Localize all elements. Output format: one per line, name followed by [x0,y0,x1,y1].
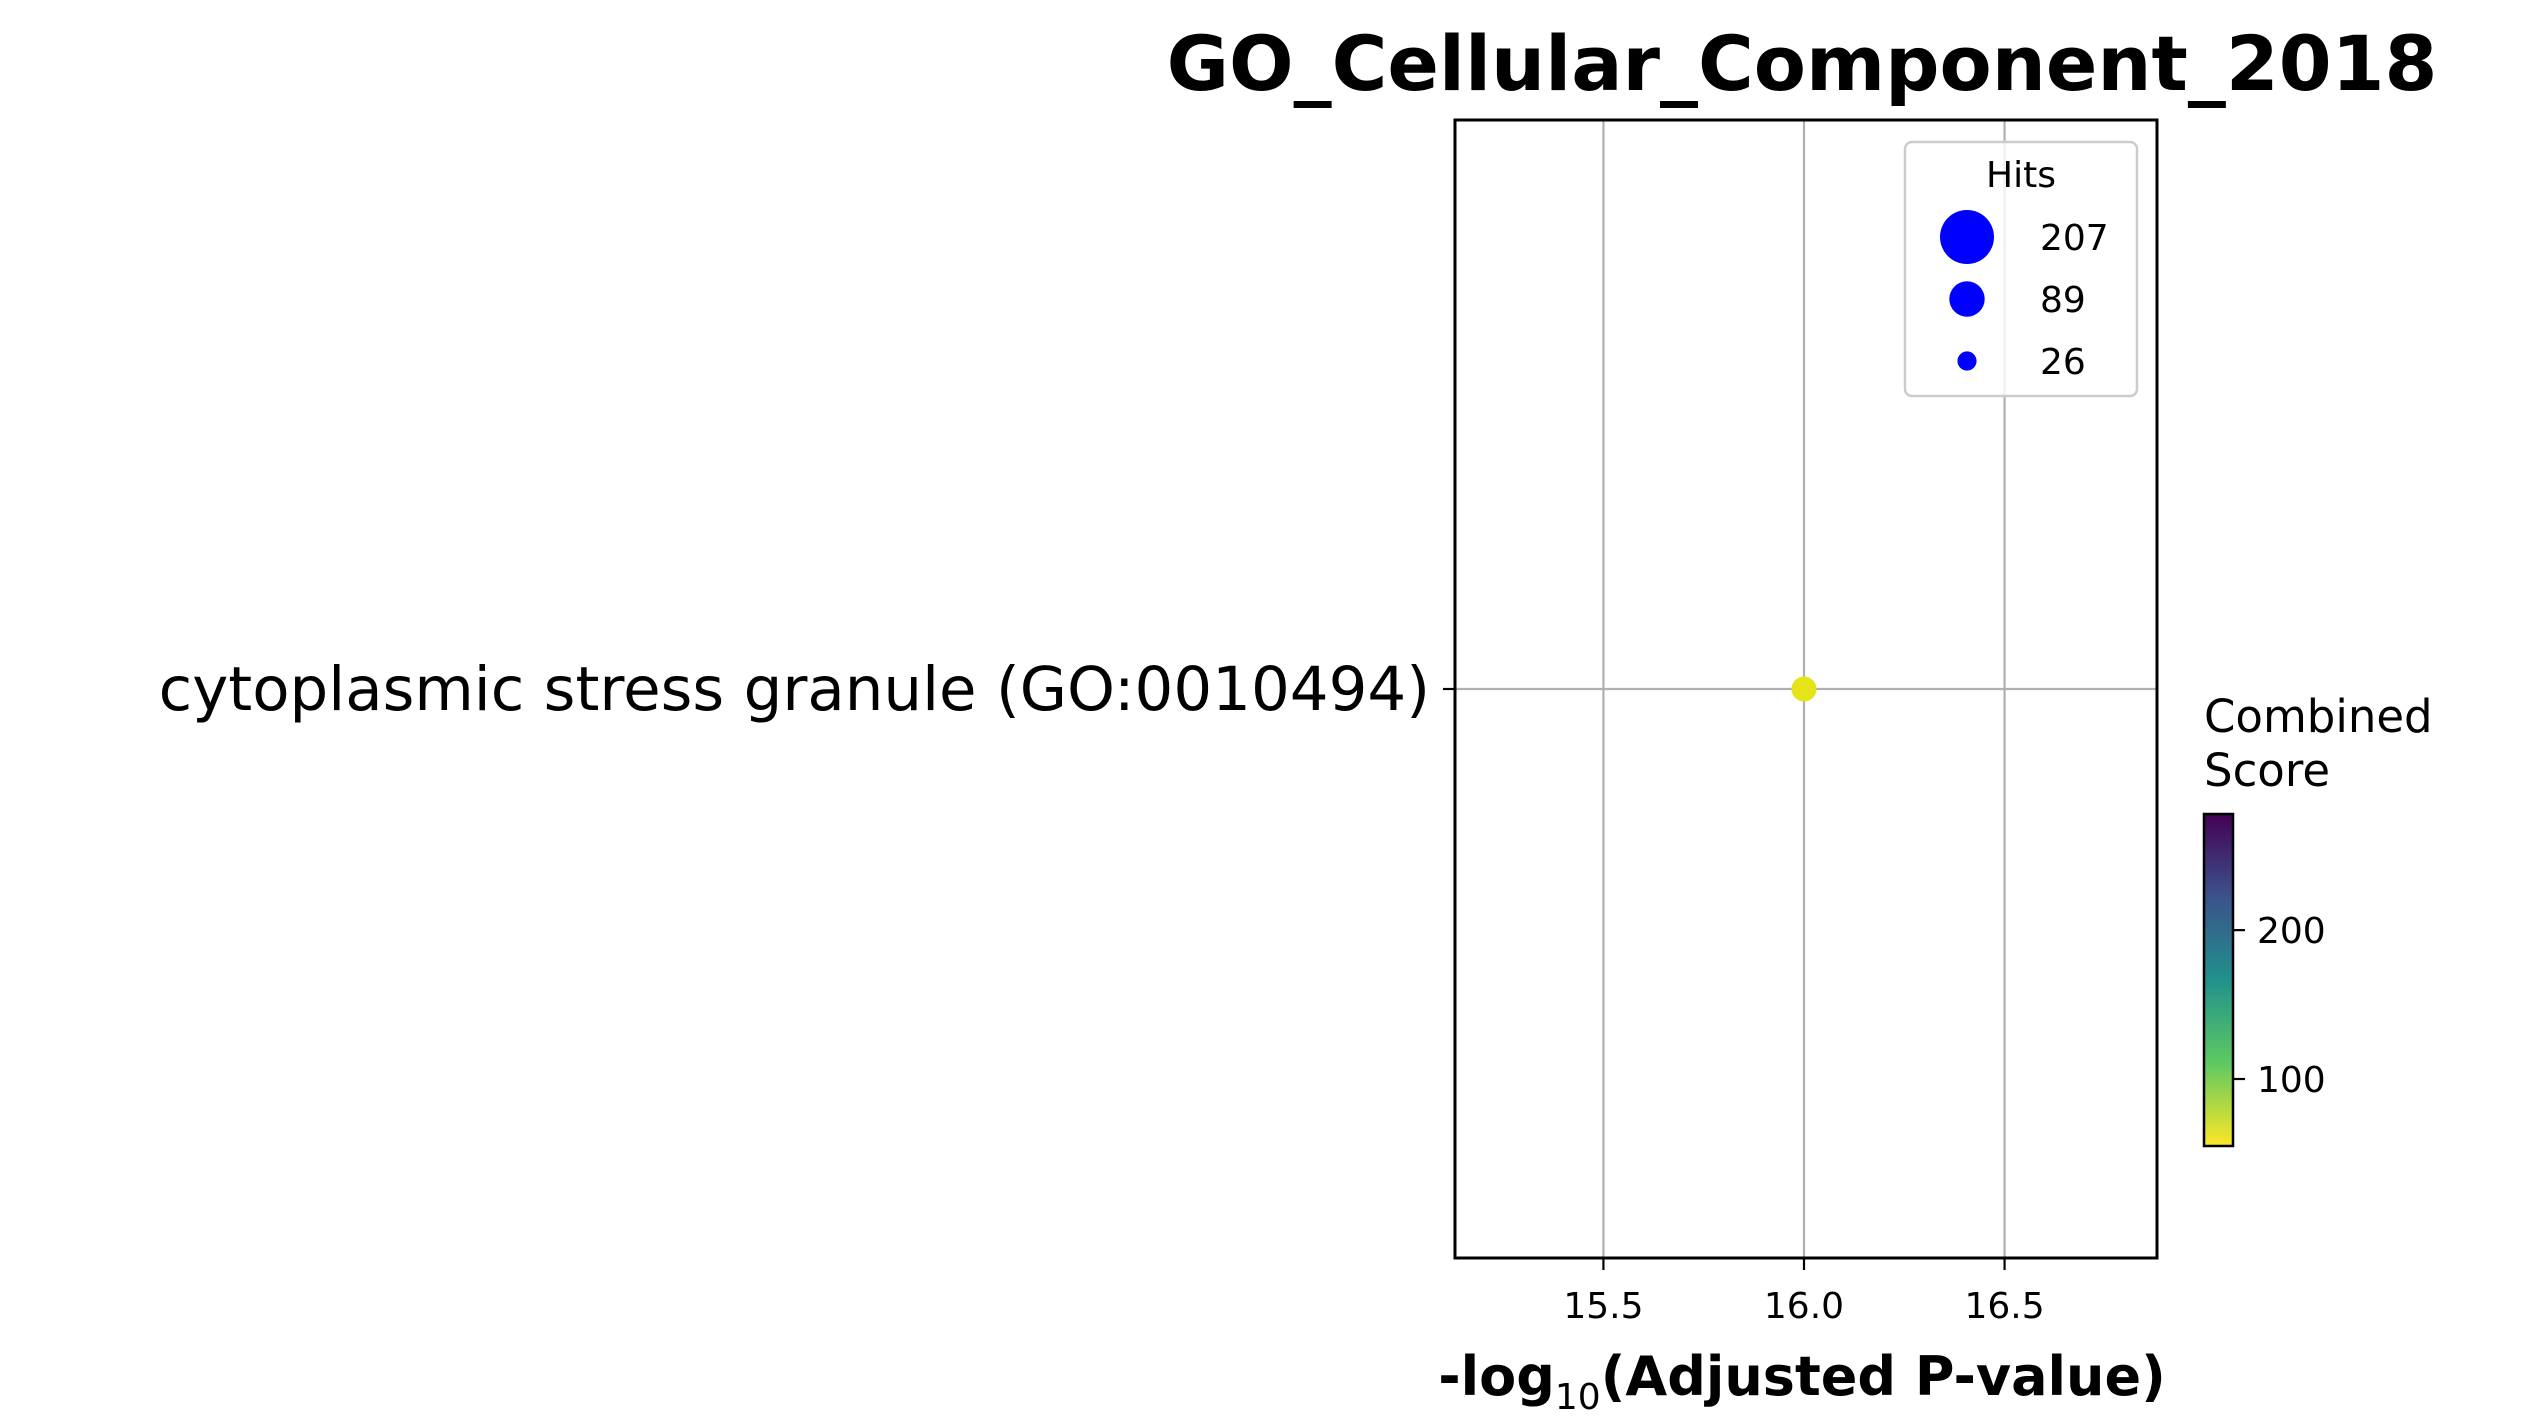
x-axis: 15.5 16.0 16.5 [1563,1258,2045,1327]
x-tick-label: 16.5 [1964,1286,2044,1327]
x-tick-label: 16.0 [1764,1286,1844,1327]
x-tick-label: 15.5 [1563,1286,1643,1327]
x-axis-label-prefix: -log [1438,1345,1555,1408]
y-axis: cytoplasmic stress granule (GO:0010494) [159,654,1455,725]
legend-marker [1957,351,1977,371]
legend-entries: 207 89 26 [1940,210,2109,383]
colorbar-title-line-2: Score [2204,744,2330,797]
legend-marker [1940,210,1994,264]
legend-entry-label: 207 [2040,218,2109,259]
x-axis-label: -log10(Adjusted P-value) [1438,1345,2166,1418]
colorbar-ticks: 100 200 [2233,911,2326,1101]
legend-entry-label: 89 [2040,280,2086,321]
data-points [1791,676,1817,702]
legend-entry-label: 26 [2040,342,2086,383]
x-axis-label-suffix: (Adjusted P-value) [1601,1345,2166,1408]
colorbar-title: Combined Score [2204,690,2447,797]
colorbar-tick-label: 200 [2257,911,2326,952]
hits-legend: Hits 207 89 26 [1903,140,2139,398]
colorbar-tick-label: 100 [2257,1060,2326,1101]
data-point [1791,676,1817,702]
colorbar-title-line-1: Combined [2204,690,2433,743]
chart-title: GO_Cellular_Component_2018 [1167,19,2438,108]
y-tick-label: cytoplasmic stress granule (GO:0010494) [159,654,1430,725]
legend-title: Hits [1986,155,2056,196]
legend-box [1903,140,2139,398]
x-axis-label-subscript: 10 [1555,1377,1601,1418]
legend-marker [1949,281,1985,317]
colorbar-gradient [2202,812,2235,1148]
colorbar: Combined Score 100 200 [2202,690,2447,1148]
